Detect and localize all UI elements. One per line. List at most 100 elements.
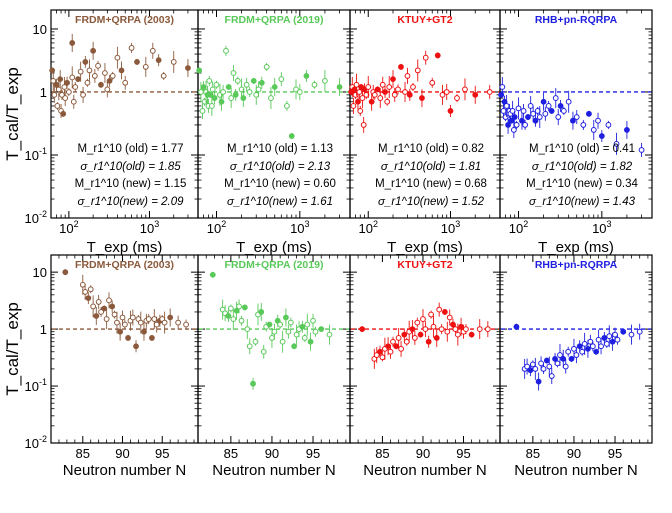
data-point [527,367,534,374]
data-point [142,64,149,70]
x-tick-label: 90 [416,446,430,461]
data-point [151,316,158,322]
data-point [62,269,69,276]
data-point [390,76,396,83]
data-point [434,52,441,59]
data-point [395,86,401,93]
data-point [586,110,592,117]
data-point [160,72,167,79]
data-point [428,311,434,318]
data-point [540,366,547,372]
x-tick-label: 85 [526,446,540,461]
data-point [77,68,84,75]
data-point [605,122,612,128]
data-point [95,299,102,305]
data-point [118,67,125,74]
data-point [197,89,204,95]
data-point [117,328,124,335]
data-point [125,335,131,341]
data-point [183,321,189,328]
data-point [620,328,627,335]
data-point [288,133,295,139]
data-point [307,338,314,345]
data-point [236,303,242,310]
data-point [225,313,232,319]
data-point [511,114,518,120]
data-point [62,95,69,101]
data-point [377,95,384,101]
data-point [211,95,218,101]
data-point [519,117,525,124]
data-point [223,47,229,54]
data-point [199,108,206,114]
data-point [293,86,299,93]
x-axis-label: Neutron number N [514,462,637,479]
data-point [540,98,547,105]
data-point [565,348,572,355]
data-point [573,114,580,120]
data-point [538,360,544,367]
data-point [84,79,91,86]
data-point [546,363,553,370]
stat-text: M_r1^10 (old) = 1.13 [227,143,333,155]
data-point [258,79,265,86]
data-point [102,70,108,76]
data-point [55,86,62,93]
data-point [271,328,278,335]
data-point [128,45,135,51]
model-label: KTUY+GT2 [397,259,452,271]
data-point [520,108,527,114]
data-point [238,86,245,93]
data-point [527,103,534,109]
data-point [379,81,386,88]
data-point [425,338,432,345]
x-tick-label: 102 [359,219,378,236]
data-point [598,343,604,350]
data-point [122,79,129,86]
stat-text: σ_r1^10(new) = 1.52 [378,196,485,208]
stat-text: σ_r1^10(new) = 1.61 [227,196,333,208]
data-point [70,98,77,105]
data-point [422,326,429,332]
data-point [232,91,239,98]
data-point [167,314,174,321]
data-point [57,76,64,83]
x-axis-label: T_exp (ms) [387,239,463,256]
data-point [385,343,392,350]
panel-r0-c0: FRDM+QRPA (2003) M_r1^10 (old) = 1.77 σ_r1… [49,9,199,219]
data-point [395,335,402,341]
panel-frame [349,254,501,444]
data-point [200,84,207,90]
data-point [263,64,270,70]
data-point [419,95,425,101]
data-point [447,108,454,114]
data-point [336,84,343,90]
x-axis-label: Neutron number N [363,462,486,479]
x-axis-label: T_exp (ms) [538,239,614,256]
data-point [234,77,241,84]
x-axis-label: T_exp (ms) [87,239,163,256]
data-point [246,89,253,95]
stat-text: σ_r1^10(new) = 2.09 [78,196,185,208]
x-tick-label: 103 [441,219,460,236]
data-point [360,122,367,128]
data-point [353,81,360,88]
data-point [515,105,522,112]
data-point [446,314,453,321]
data-point [51,91,58,98]
data-point [359,326,366,332]
data-point [82,59,89,65]
data-point [269,335,275,341]
stat-text: σ_r1^10(old) = 2.13 [230,161,331,173]
data-point [266,321,273,328]
data-point [430,323,437,330]
data-point [134,59,140,65]
data-point [398,345,404,352]
data-point [401,331,408,338]
data-point [303,72,310,79]
y-tick-label: 10-1 [25,146,47,163]
data-point [359,95,366,101]
data-point [576,343,583,350]
data-point [311,81,318,88]
data-point [377,348,383,355]
